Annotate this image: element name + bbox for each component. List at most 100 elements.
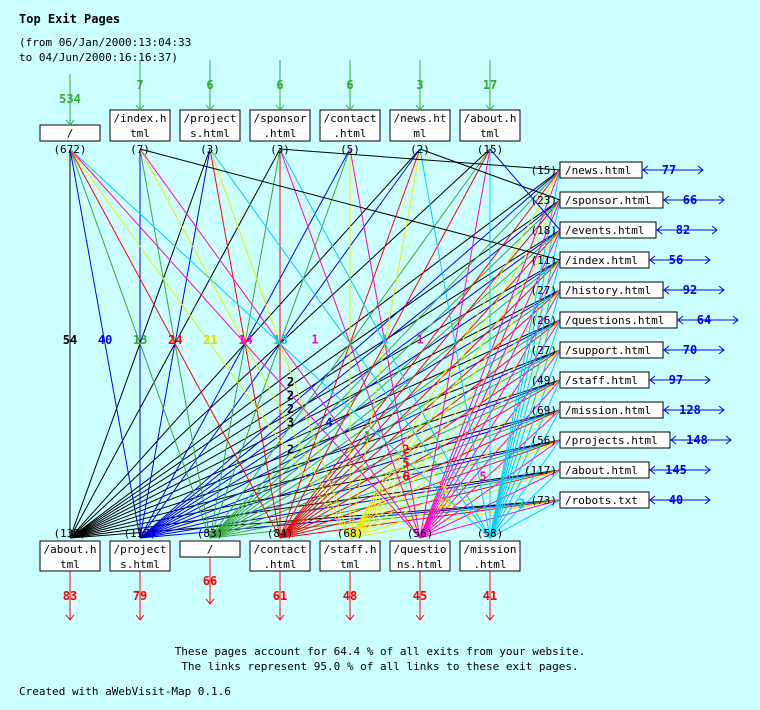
link-line: [69, 259, 561, 539]
link-line: [349, 169, 561, 539]
page-count: (56): [531, 434, 558, 447]
entry-node: [319, 60, 381, 142]
page-box: [249, 109, 311, 142]
link-line: [139, 148, 561, 261]
link-line: [279, 289, 561, 539]
link-line: [489, 229, 561, 539]
arrow-right-icon: [704, 255, 711, 265]
link-line: [489, 349, 561, 539]
arrow-left-icon: [649, 375, 656, 385]
page-count: (26): [531, 314, 558, 327]
side-count: 64: [697, 313, 711, 327]
link-line: [209, 148, 491, 539]
link-line: [489, 379, 561, 539]
edge-count-label: 5: [402, 456, 409, 470]
link-line: [489, 319, 561, 539]
page-box: [559, 191, 664, 209]
page-count: (11): [531, 254, 558, 267]
entry-count: 7: [136, 78, 143, 92]
arrow-down-icon: [205, 104, 215, 111]
arrow-right-icon: [718, 405, 725, 415]
side-node: [559, 251, 710, 269]
page-label: /contact: [324, 112, 377, 125]
edge-count-label: 2: [287, 388, 294, 402]
exit-count: 79: [133, 589, 147, 603]
arrow-right-icon: [704, 495, 711, 505]
page-box: [559, 281, 664, 299]
side-node: [559, 191, 724, 209]
link-line: [489, 499, 561, 539]
edge-count-label: 4: [325, 415, 332, 429]
link-line: [69, 319, 561, 539]
exit-node: [179, 540, 241, 604]
side-count: 145: [665, 463, 687, 477]
side-count: 92: [683, 283, 697, 297]
page-count: (117): [524, 464, 557, 477]
page-label: tml: [480, 127, 500, 140]
page-label: /mission.html: [565, 404, 651, 417]
page-label: /: [207, 543, 214, 556]
entry-count: 6: [206, 78, 213, 92]
link-line: [489, 259, 561, 539]
page-label: s.html: [120, 558, 160, 571]
arrow-right-icon: [697, 165, 704, 175]
link-line: [69, 148, 421, 539]
side-node: [559, 491, 710, 509]
link-line: [69, 148, 351, 539]
arrow-down-icon: [275, 104, 285, 111]
page-label: ml: [413, 127, 426, 140]
edge-count-label: 1: [381, 333, 388, 347]
page-label: s.html: [190, 127, 230, 140]
page-count: (7): [130, 143, 150, 156]
page-box: [249, 540, 311, 572]
entry-count: 3: [416, 78, 423, 92]
arrow-right-icon: [718, 345, 725, 355]
page-box: [559, 431, 671, 449]
exit-count: 48: [343, 589, 357, 603]
page-count: (15): [531, 164, 558, 177]
page-count: (56): [407, 527, 434, 540]
edge-count-label: 6: [402, 469, 409, 483]
arrow-left-icon: [649, 465, 656, 475]
link-line: [69, 349, 561, 539]
page-box: [559, 371, 650, 389]
page-label: /about.html: [565, 464, 638, 477]
entry-node: [249, 60, 311, 142]
edge-count-label: 2: [287, 375, 294, 389]
link-line: [69, 229, 561, 539]
arrow-left-icon: [649, 495, 656, 505]
edge-count-label: 2: [518, 496, 525, 510]
summary-links: The links represent 95.0 % of all links …: [181, 660, 579, 673]
link-line: [69, 289, 561, 539]
side-node: [559, 341, 724, 359]
page-count: (23): [531, 194, 558, 207]
entry-node: [459, 60, 521, 142]
page-box: [559, 341, 664, 359]
arrow-down-icon: [415, 614, 425, 621]
arrow-down-icon: [275, 614, 285, 621]
side-count: 128: [679, 403, 701, 417]
link-line: [489, 148, 561, 231]
link-line: [349, 229, 561, 539]
page-label: /contact: [254, 543, 307, 556]
page-count: (69): [531, 404, 558, 417]
link-line: [209, 319, 561, 539]
page-label: /staff.html: [565, 374, 638, 387]
edge-count-label: 13: [273, 333, 287, 347]
link-line: [69, 148, 491, 539]
link-line: [489, 409, 561, 539]
page-label: /about.h: [44, 543, 97, 556]
side-node: [559, 281, 724, 299]
link-line: [279, 319, 561, 539]
link-line: [69, 148, 141, 539]
arrow-down-icon: [485, 104, 495, 111]
side-node: [559, 311, 738, 329]
link-line: [279, 229, 561, 539]
entry-count: 534: [59, 92, 81, 106]
side-node: [559, 161, 703, 179]
side-node: [559, 371, 710, 389]
link-line: [489, 199, 561, 539]
link-line: [209, 169, 561, 539]
summary-exits: These pages account for 64.4 % of all ex…: [174, 645, 586, 658]
